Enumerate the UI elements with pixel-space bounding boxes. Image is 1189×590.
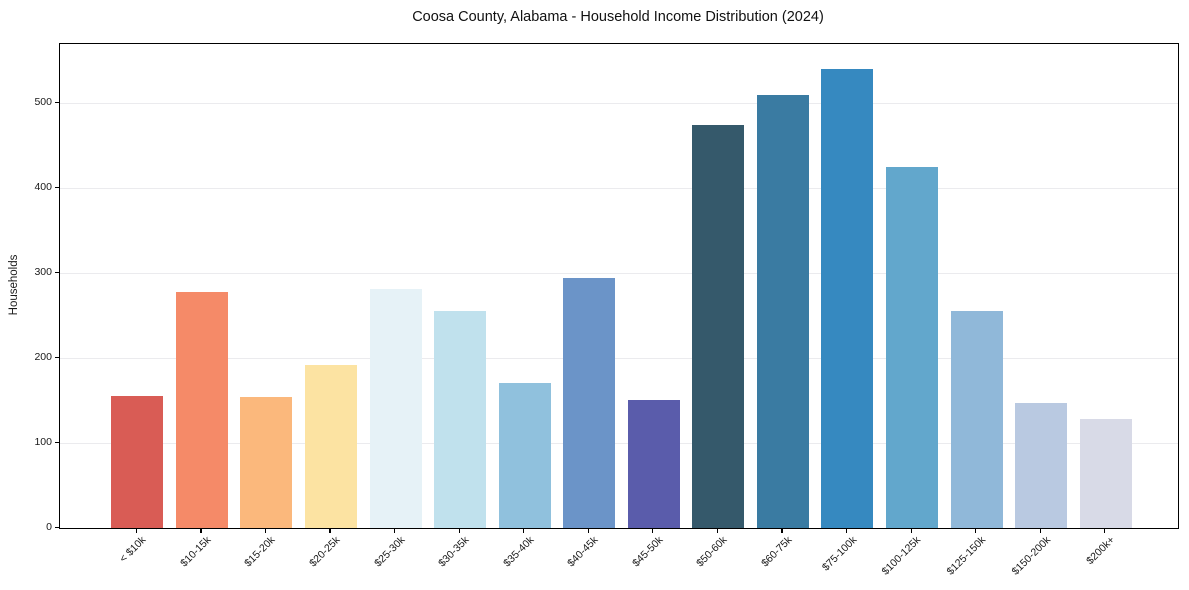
gridline bbox=[60, 442, 1178, 444]
bar-$10-15k bbox=[175, 291, 228, 528]
chart-title: Coosa County, Alabama - Household Income… bbox=[412, 9, 824, 25]
gridline bbox=[60, 272, 1178, 274]
x-tick-mark bbox=[587, 528, 589, 533]
bar-$150-200k bbox=[1015, 403, 1068, 528]
y-tick-label: 500 bbox=[34, 96, 52, 109]
x-tick-mark bbox=[329, 528, 331, 533]
bar-$25-30k bbox=[369, 288, 422, 528]
x-tick-mark bbox=[975, 528, 977, 533]
bar-$30-35k bbox=[434, 310, 487, 528]
x-tick-mark bbox=[394, 528, 396, 533]
x-tick-mark bbox=[845, 528, 848, 533]
y-tick-label: 200 bbox=[34, 351, 52, 364]
x-tick-label: $200k+ bbox=[1084, 534, 1118, 568]
y-tick-label: 0 bbox=[46, 521, 52, 533]
x-tick-mark bbox=[200, 528, 202, 533]
bar-$200k+ bbox=[1079, 419, 1132, 528]
x-tick-mark bbox=[716, 528, 719, 533]
bar-$45-50k bbox=[627, 399, 680, 528]
x-tick-mark bbox=[652, 528, 654, 533]
y-tick-mark bbox=[55, 526, 59, 528]
bar-$75-100k bbox=[821, 69, 874, 528]
x-tick-mark bbox=[910, 528, 912, 533]
x-tick-mark bbox=[523, 528, 525, 533]
y-tick-mark bbox=[55, 101, 59, 104]
x-tick-mark bbox=[264, 528, 267, 533]
bar-$15-20k bbox=[240, 397, 293, 528]
x-tick-mark bbox=[781, 528, 783, 533]
bar-$40-45k bbox=[563, 278, 616, 528]
y-tick-label: 300 bbox=[34, 266, 52, 279]
gridline bbox=[60, 357, 1178, 359]
plot-area bbox=[59, 43, 1179, 529]
x-tick-label-wrap: $200k+ bbox=[989, 534, 1117, 567]
bar-$125-150k bbox=[950, 310, 1003, 528]
bar-$50-60k bbox=[692, 124, 745, 528]
bar-$20-25k bbox=[304, 364, 357, 528]
bar-$100-125k bbox=[886, 167, 939, 528]
y-axis-label: Households bbox=[8, 254, 20, 316]
bar-$35-40k bbox=[498, 382, 551, 528]
y-tick-mark bbox=[55, 356, 59, 358]
y-tick-mark bbox=[55, 186, 59, 189]
x-tick-mark bbox=[458, 528, 460, 533]
y-tick-label: 100 bbox=[34, 436, 52, 449]
bar-$60-75k bbox=[756, 94, 809, 528]
y-tick-mark bbox=[55, 441, 59, 443]
gridline bbox=[60, 187, 1178, 189]
x-tick-mark bbox=[1104, 528, 1106, 533]
y-tick-mark bbox=[55, 271, 59, 273]
y-tick-label: 400 bbox=[34, 181, 52, 194]
x-tick-mark bbox=[135, 528, 137, 533]
gridline bbox=[60, 102, 1178, 104]
x-tick-mark bbox=[1039, 528, 1041, 533]
bar-< $10k bbox=[111, 396, 164, 528]
